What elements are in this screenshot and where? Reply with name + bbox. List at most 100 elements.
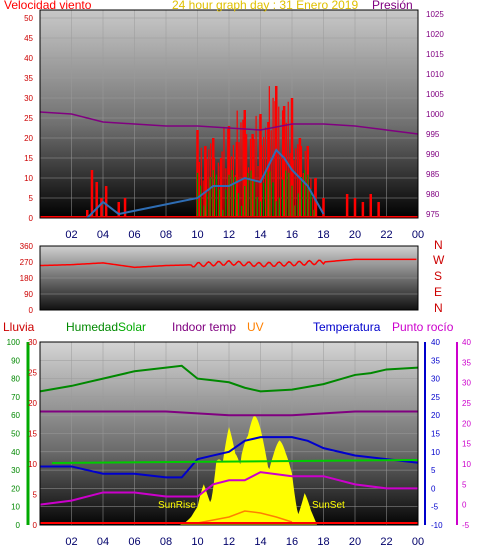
- pressure-tick-label: 995: [426, 130, 440, 139]
- rain-tick-label: 5: [33, 491, 38, 500]
- pressure-label: Presión: [372, 0, 413, 12]
- pressure-tick-label: 980: [426, 190, 440, 199]
- temp-tick-label: 5: [431, 466, 436, 475]
- wind-frame: [39, 9, 419, 219]
- x-tick-label-bottom: 06: [128, 536, 140, 548]
- direction-tick-label: 360: [20, 242, 34, 251]
- temp-tick-label: 15: [431, 430, 440, 439]
- x-tick-label-bottom: 00: [412, 536, 424, 548]
- x-tick-label: 18: [317, 229, 329, 241]
- pressure-tick-label: 1000: [426, 110, 444, 119]
- rain-tick-label: 0: [33, 521, 38, 530]
- x-tick-label-bottom: 04: [97, 536, 109, 548]
- dew-tick-label: 5: [462, 480, 467, 489]
- uv-label: UV: [247, 320, 264, 334]
- green-reference-line: [51, 459, 419, 464]
- rain-tick-label: 25: [28, 369, 37, 378]
- x-tick-label: 14: [254, 229, 266, 241]
- dew-label: Punto rocío: [392, 320, 454, 334]
- humidity-tick-label: 100: [7, 338, 21, 347]
- wind-tick-label: 0: [29, 214, 34, 223]
- humidity-tick-label: 50: [11, 430, 20, 439]
- x-tick-label-bottom: 12: [223, 536, 235, 548]
- x-tick-label: 20: [349, 229, 361, 241]
- dew-tick-label: 40: [462, 338, 471, 347]
- wind-tick-label: 15: [24, 154, 33, 163]
- uv-line: [197, 510, 293, 524]
- compass-s: S: [434, 269, 442, 283]
- dew-tick-label: 20: [462, 419, 471, 428]
- wind-gust-series: [40, 86, 418, 218]
- rain-label: Lluvia: [3, 320, 35, 334]
- x-tick-label-bottom: 18: [317, 536, 329, 548]
- dew-tick-label: 10: [462, 460, 471, 469]
- direction-tick-label: 90: [24, 290, 33, 299]
- pressure-tick-label: 975: [426, 210, 440, 219]
- x-tick-label: 02: [65, 229, 77, 241]
- dew-tick-label: 25: [462, 399, 471, 408]
- temp-tick-label: 35: [431, 356, 440, 365]
- direction-tick-label: 270: [20, 258, 34, 267]
- dew-tick-label: 15: [462, 440, 471, 449]
- indoor-temp-line: [40, 410, 418, 417]
- compass-e: E: [434, 285, 442, 299]
- solar-label: Solar: [118, 320, 146, 334]
- temp-tick-label: -5: [431, 503, 439, 512]
- temp-tick-label: 0: [431, 484, 436, 493]
- wind-direction-line: [39, 258, 417, 269]
- pressure-tick-label: 1010: [426, 70, 444, 79]
- x-tick-label: 22: [380, 229, 392, 241]
- humidity-label: Humedad: [66, 320, 118, 334]
- x-tick-label-bottom: 14: [254, 536, 266, 548]
- humidity-tick-label: 10: [11, 503, 20, 512]
- sunset-label: SunSet: [312, 500, 345, 511]
- temp-frame: [39, 341, 419, 526]
- x-tick-label-bottom: 22: [380, 536, 392, 548]
- direction-frame: [39, 245, 419, 311]
- humidity-tick-label: 70: [11, 393, 20, 402]
- x-tick-label: 00: [412, 229, 424, 241]
- x-tick-label-bottom: 02: [65, 536, 77, 548]
- x-tick-label: 16: [286, 229, 298, 241]
- temp-tick-label: 20: [431, 411, 440, 420]
- x-tick-label-bottom: 16: [286, 536, 298, 548]
- direction-tick-label: 0: [29, 306, 34, 315]
- pressure-tick-label: 990: [426, 150, 440, 159]
- x-tick-label: 10: [191, 229, 203, 241]
- sunrise-label: SunRise: [158, 500, 196, 511]
- x-tick-label: 12: [223, 229, 235, 241]
- pressure-tick-label: 1005: [426, 90, 444, 99]
- dew-point-line: [39, 471, 418, 506]
- wind-tick-label: 30: [24, 94, 33, 103]
- temp-tick-label: 40: [431, 338, 440, 347]
- dew-tick-label: 0: [462, 501, 467, 510]
- compass-w: W: [433, 253, 445, 267]
- pressure-line: [39, 111, 419, 135]
- axis-ticks: 0510152025303540455097598098599099510001…: [7, 10, 472, 548]
- humidity-tick-label: 80: [11, 375, 20, 384]
- rain-tick-label: 30: [28, 338, 37, 347]
- pressure-tick-label: 1015: [426, 50, 444, 59]
- wind-avg-line: [86, 148, 325, 219]
- x-tick-label: 04: [97, 229, 109, 241]
- chart-title: 24 hour graph day : 31 Enero 2019: [172, 0, 358, 12]
- compass-n-top: N: [434, 238, 443, 252]
- wind-label: Velocidad viento: [4, 0, 92, 12]
- x-tick-label-bottom: 20: [349, 536, 361, 548]
- humidity-tick-label: 40: [11, 448, 20, 457]
- temp-tick-label: 10: [431, 448, 440, 457]
- humidity-tick-label: 0: [16, 521, 21, 530]
- direction-tick-label: 180: [20, 274, 34, 283]
- pressure-tick-label: 985: [426, 170, 440, 179]
- solar-area: [178, 415, 318, 525]
- humidity-tick-label: 60: [11, 411, 20, 420]
- humidity-tick-label: 20: [11, 484, 20, 493]
- temp-tick-label: 25: [431, 393, 440, 402]
- x-tick-label-bottom: 08: [160, 536, 172, 548]
- pressure-tick-label: 1020: [426, 30, 444, 39]
- wind-tick-label: 40: [24, 54, 33, 63]
- wind-tick-label: 45: [24, 34, 33, 43]
- x-tick-label-bottom: 10: [191, 536, 203, 548]
- rain-tick-label: 15: [28, 430, 37, 439]
